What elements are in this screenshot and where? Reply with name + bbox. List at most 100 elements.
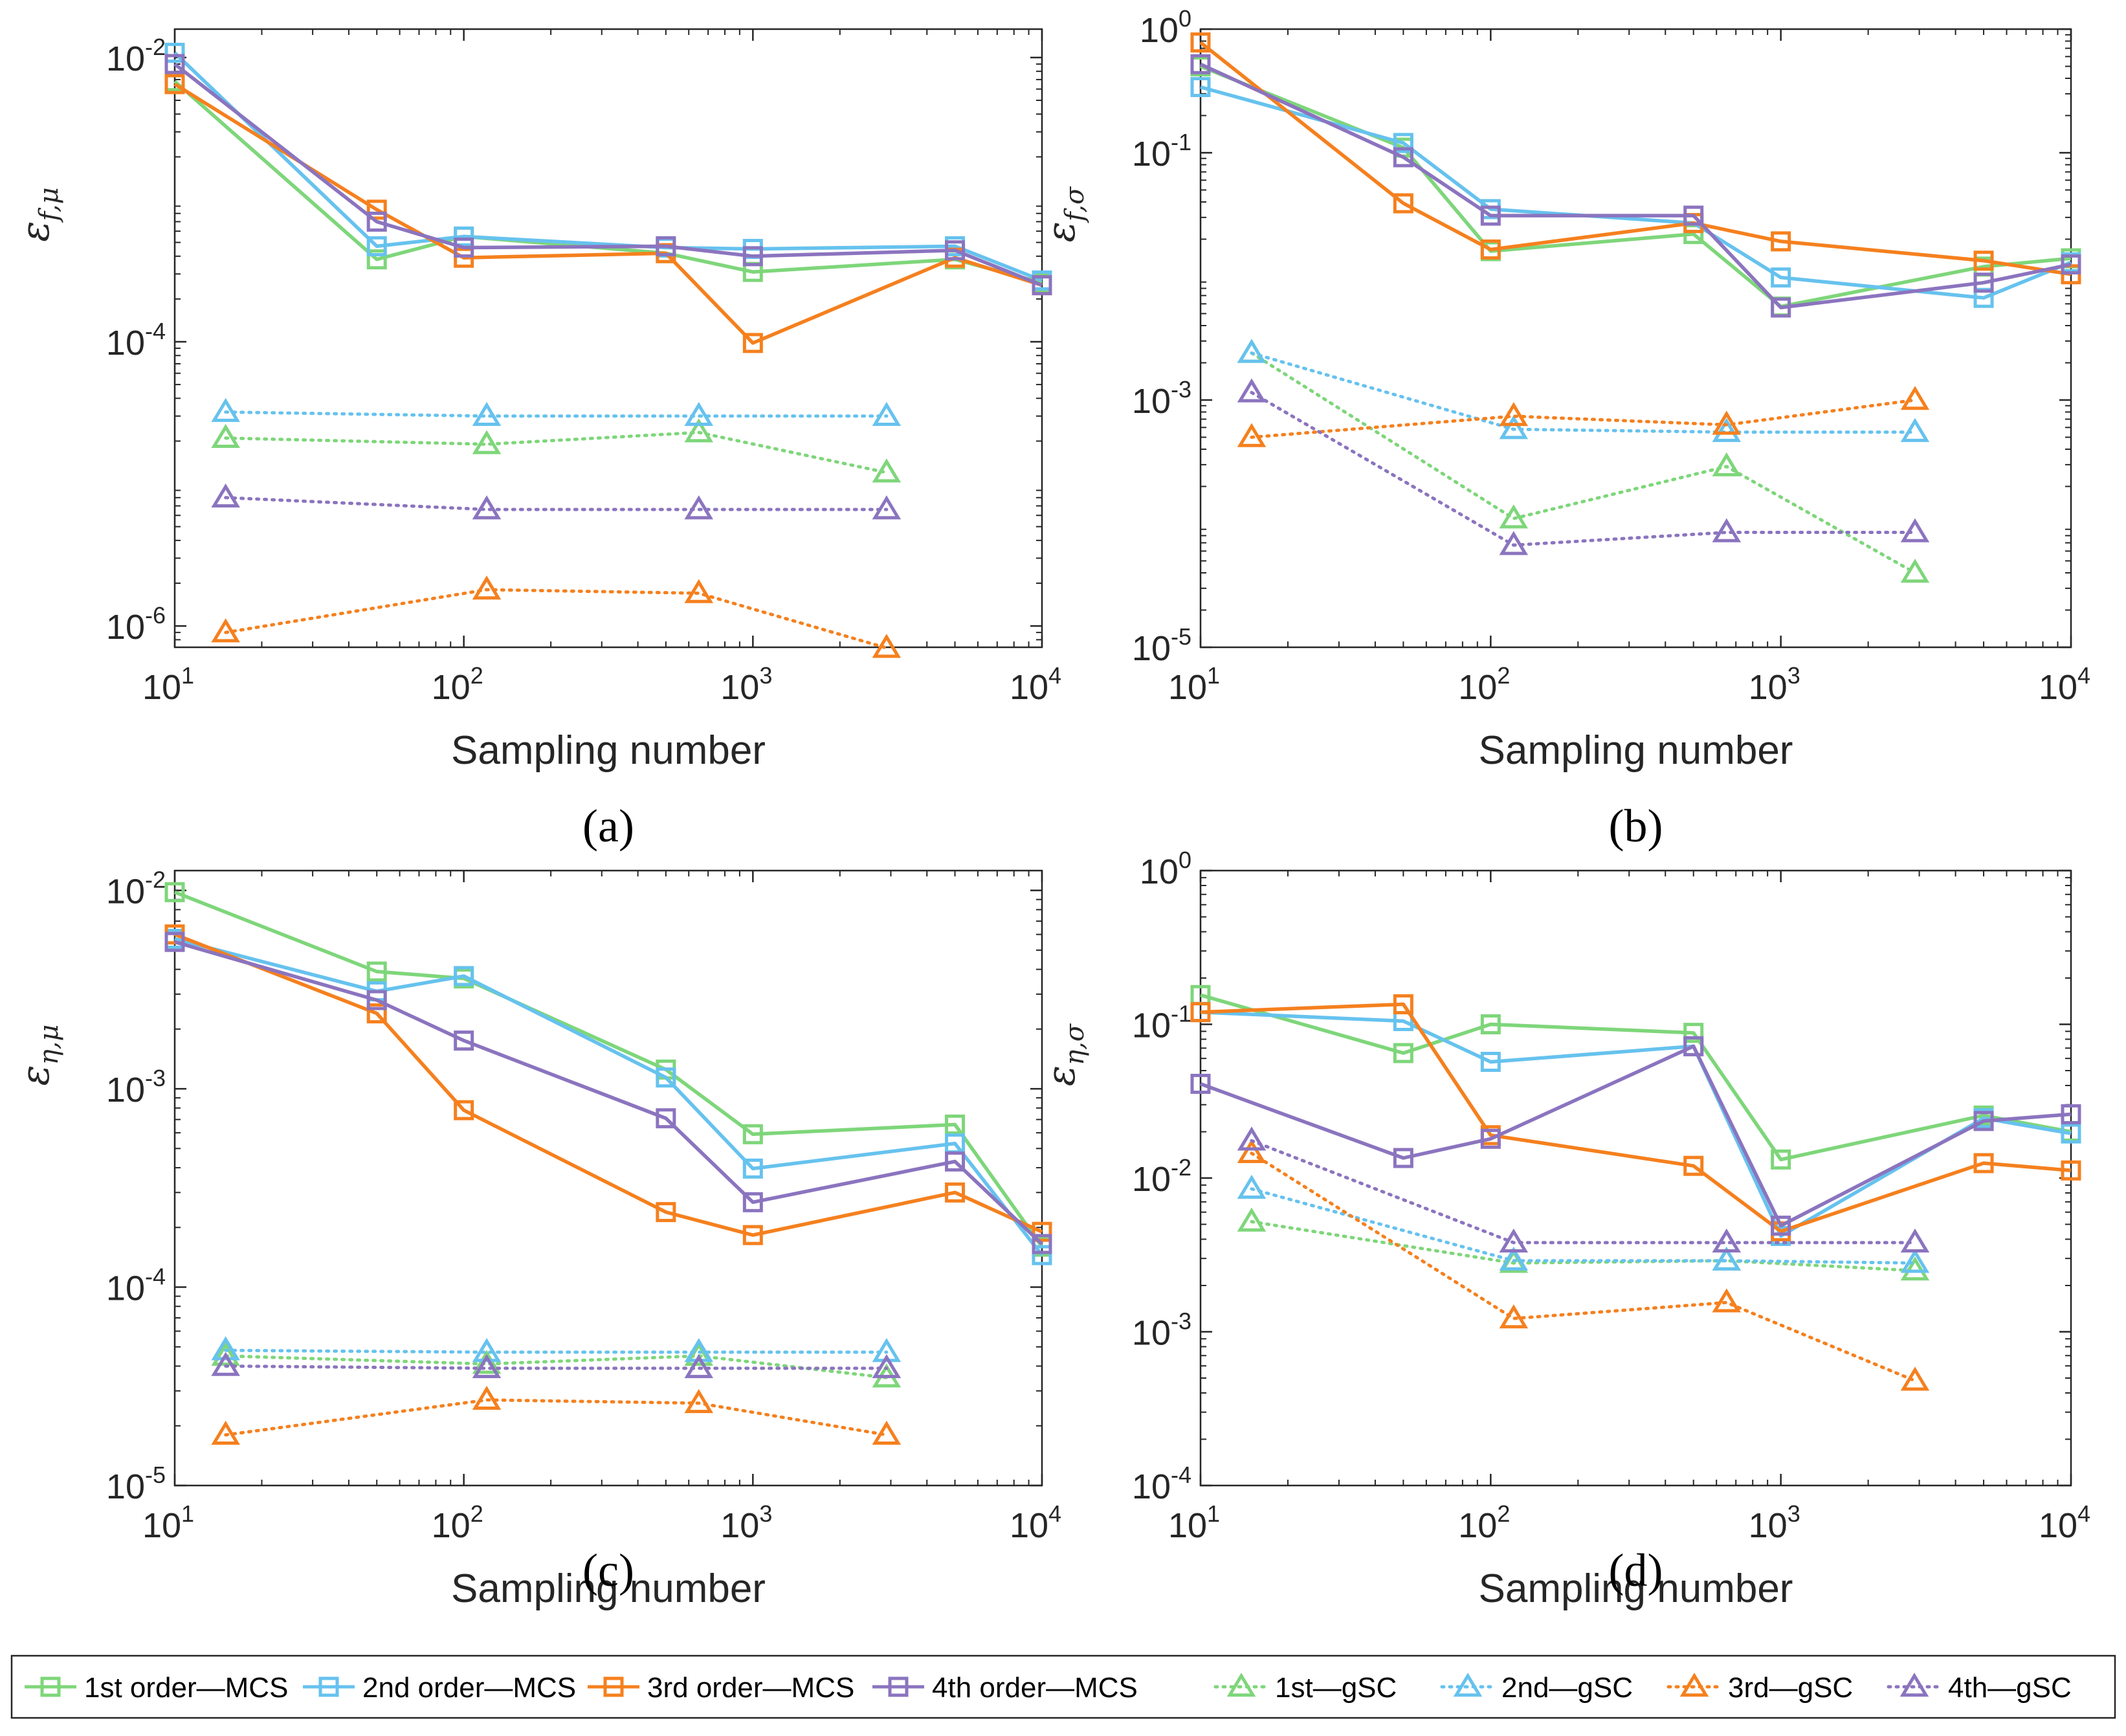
legend-marker <box>1226 1673 1256 1697</box>
y-tick-label: 10-1 <box>1132 1001 1191 1045</box>
series-3 <box>1190 1036 2081 1236</box>
x-tick-label: 101 <box>1168 662 1220 707</box>
data-point <box>2061 1104 2081 1124</box>
data-point <box>684 1388 714 1414</box>
x-tick-label: 103 <box>720 662 772 707</box>
data-point <box>872 495 902 520</box>
series-6 <box>211 575 902 658</box>
data-point <box>164 882 185 902</box>
data-point <box>211 483 240 508</box>
y-tick-label: 10-2 <box>1132 1154 1191 1199</box>
legend-marker <box>603 1676 624 1697</box>
series-5 <box>211 397 902 427</box>
data-point <box>1973 273 1994 293</box>
series-3 <box>1190 54 2081 318</box>
legend-marker <box>40 1676 61 1697</box>
legend-label: 2nd order—MCS <box>362 1672 576 1704</box>
data-point <box>684 401 714 427</box>
data-point <box>1712 1246 1742 1271</box>
data-point <box>1480 1014 1501 1034</box>
legend-item: 3rd—gSC <box>1666 1672 1853 1704</box>
data-point <box>472 1354 502 1379</box>
data-point <box>1237 1207 1267 1232</box>
data-point <box>1771 1216 1791 1236</box>
x-tick-label: 104 <box>2039 662 2090 707</box>
data-point <box>454 1030 474 1051</box>
legend-label: 1st order—MCS <box>84 1672 288 1704</box>
series-line <box>1200 1044 2072 1228</box>
series-3 <box>164 931 1052 1254</box>
data-point <box>1499 504 1529 529</box>
data-point <box>454 966 474 986</box>
data-point <box>742 1192 763 1212</box>
legend-item: 4th order—MCS <box>872 1672 1138 1704</box>
data-point <box>742 246 763 267</box>
data-point <box>2061 1123 2081 1144</box>
x-tick-label: 101 <box>142 1500 194 1545</box>
series-7 <box>211 483 902 520</box>
series-line <box>1250 351 1917 434</box>
x-tick-label: 101 <box>1168 1500 1220 1545</box>
data-point <box>366 990 387 1010</box>
data-point <box>684 1341 714 1366</box>
data-point <box>164 74 185 95</box>
data-point <box>1480 1051 1501 1072</box>
series-line <box>1250 398 1917 439</box>
data-point <box>684 1354 714 1379</box>
x-tick-label: 104 <box>2039 1500 2090 1545</box>
data-point <box>684 418 714 443</box>
series-line <box>1200 993 2072 1162</box>
chart-panel-b: 101 102 103 104 100 10-1 10-3 10-5 Sampling numb… <box>1039 5 2090 852</box>
data-point <box>1237 1139 1267 1163</box>
x-tick-label: 104 <box>1010 662 1061 707</box>
chart-panel-c: 101 102 103 104 10-2 10-3 10-4 10-5 Sampling num… <box>13 867 1061 1611</box>
series-line <box>1250 1219 1917 1273</box>
data-point <box>1190 1002 1211 1023</box>
legend-label: 3rd—gSC <box>1728 1672 1853 1704</box>
y-tick-label: 10-3 <box>1132 376 1191 421</box>
series-6 <box>1237 386 1930 447</box>
data-point <box>1771 267 1791 288</box>
legend-item: 1st order—MCS <box>25 1672 288 1704</box>
series-4 <box>211 418 902 483</box>
data-point <box>1237 1126 1267 1151</box>
legend-label: 3rd order—MCS <box>647 1672 854 1704</box>
y-tick-label: 10-4 <box>106 318 166 362</box>
x-tick-label: 101 <box>142 662 194 707</box>
data-point <box>945 1114 966 1135</box>
data-point <box>1237 423 1267 447</box>
data-point <box>472 575 502 600</box>
x-axis-label: Sampling number <box>1479 728 1793 773</box>
data-point <box>1393 193 1413 214</box>
legend-marker <box>1679 1673 1709 1697</box>
series-line <box>224 496 889 511</box>
data-point <box>1900 559 1930 583</box>
legend-marker <box>318 1676 339 1697</box>
series-7 <box>1237 378 1930 555</box>
data-point <box>366 236 387 256</box>
x-tick-label: 102 <box>1458 662 1510 707</box>
legend-item: 1st—gSC <box>1213 1672 1397 1704</box>
data-point <box>1237 339 1267 363</box>
data-point <box>366 199 387 220</box>
data-point <box>211 1352 240 1376</box>
x-tick-label: 102 <box>1458 1500 1510 1545</box>
data-point <box>164 54 185 74</box>
y-tick-label: 10-5 <box>1132 623 1191 668</box>
series-line <box>1250 1152 1917 1383</box>
data-point <box>472 1350 502 1374</box>
data-point <box>945 1182 966 1203</box>
y-tick-label: 100 <box>1140 5 1191 50</box>
series-line <box>1200 1002 2072 1234</box>
legend: 1st order—MCS 2nd order—MCS 3rd order—MCS 4… <box>10 1654 2116 1719</box>
data-point <box>1190 54 1211 74</box>
series-line <box>174 940 1043 1245</box>
data-point <box>1393 147 1413 168</box>
legend-label: 4th order—MCS <box>932 1672 1138 1704</box>
data-point <box>945 240 966 261</box>
data-point <box>164 43 185 63</box>
data-point <box>742 1124 763 1144</box>
y-tick-label: 10-2 <box>106 34 166 78</box>
data-point <box>1900 1228 1930 1253</box>
